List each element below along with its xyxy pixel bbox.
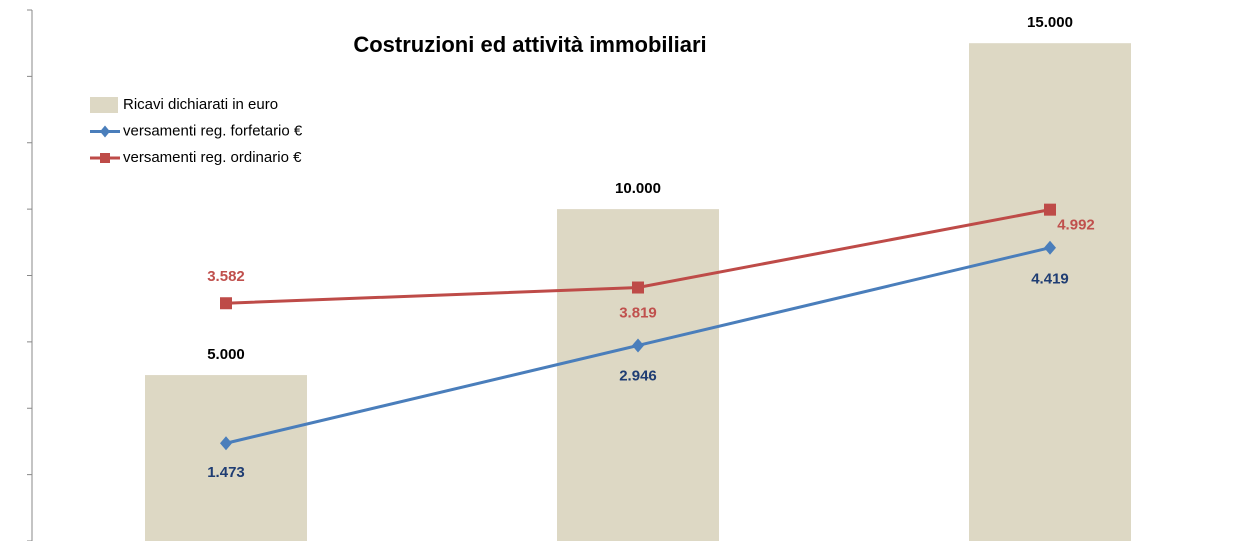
bar [557,209,719,541]
legend-label: versamenti reg. forfetario € [123,122,303,139]
legend-marker [100,125,110,138]
legend-label: versamenti reg. ordinario € [123,149,302,166]
data-label: 1.473 [207,464,245,481]
legend-swatch [90,97,118,113]
marker [1044,240,1056,255]
data-label: 3.819 [619,304,657,321]
data-label: 2.946 [619,367,657,384]
data-label: 4.419 [1031,271,1069,288]
marker [632,281,644,294]
data-label: 4.992 [1057,217,1095,234]
legend-marker [100,153,110,163]
bar [145,375,307,541]
marker [1044,203,1056,216]
data-label: 15.000 [1027,14,1073,31]
chart-title: Costruzioni ed attività immobiliari [353,32,706,57]
marker [220,297,232,310]
marker [220,436,232,451]
bar [969,43,1131,541]
marker [632,338,644,353]
data-label: 5.000 [207,346,245,363]
legend-label: Ricavi dichiarati in euro [123,96,278,113]
data-label: 10.000 [615,180,661,197]
data-label: 3.582 [207,268,245,285]
